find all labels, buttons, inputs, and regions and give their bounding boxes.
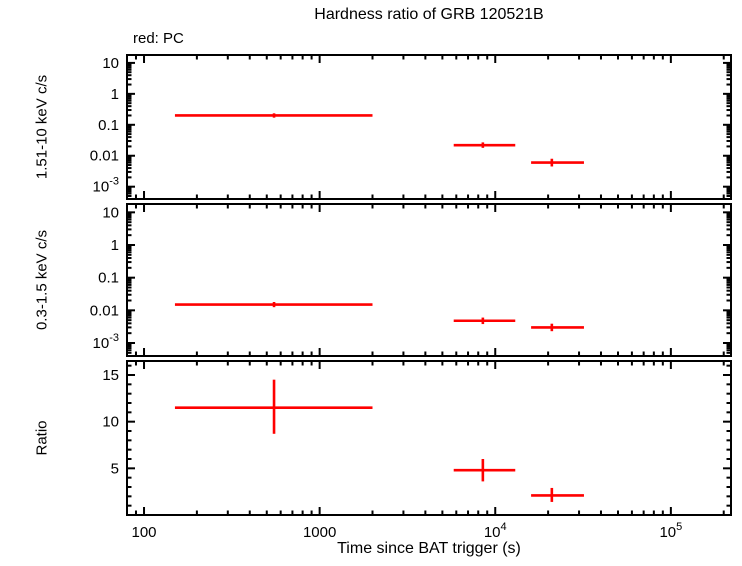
data-point	[174, 113, 373, 118]
tick-label: 10-3	[93, 176, 119, 196]
data-point	[453, 459, 516, 482]
data-point	[531, 158, 584, 167]
data-point	[174, 301, 373, 308]
panel-1: 10 1 0.1 0.01 10-3	[90, 54, 732, 200]
data-point	[531, 323, 584, 332]
tick-label: 10-3	[93, 332, 119, 352]
y-axis-label-ratio: Ratio	[33, 420, 51, 456]
tick-label: 0.01	[90, 302, 119, 319]
tick-label: 15	[102, 367, 119, 384]
tick-label: 5	[111, 460, 119, 477]
chart-title: Hardness ratio of GRB 120521B	[314, 6, 544, 23]
x-axis-label: Time since BAT trigger (s)	[337, 540, 521, 557]
tick-label: 0.01	[90, 148, 119, 165]
data-point	[174, 379, 373, 434]
tick-label: 104	[484, 521, 507, 541]
tick-label: 105	[659, 521, 682, 541]
panel-2: 10 1 0.1 0.01 10-3	[90, 203, 732, 357]
tick-label: 10	[102, 55, 119, 72]
tick-label: 100	[132, 524, 157, 541]
panel-3: 15 10 5	[102, 360, 732, 516]
data-point	[531, 487, 584, 502]
y-axis-label-hard-band: 1.51-10 keV c/s	[33, 74, 51, 180]
tick-label: 1	[111, 86, 119, 103]
tick-label: 0.1	[98, 117, 119, 134]
tick-label: 0.1	[98, 270, 119, 287]
tick-label: 10	[102, 414, 119, 431]
tick-label: 1000	[303, 524, 336, 541]
y-axis-label-soft-band: 0.3-1.5 keV c/s	[33, 229, 51, 331]
data-point	[453, 142, 516, 148]
data-point	[453, 317, 516, 325]
mode-annotation: red: PC	[133, 30, 184, 47]
tick-label: 10	[102, 204, 119, 221]
tick-label: 1	[111, 237, 119, 254]
